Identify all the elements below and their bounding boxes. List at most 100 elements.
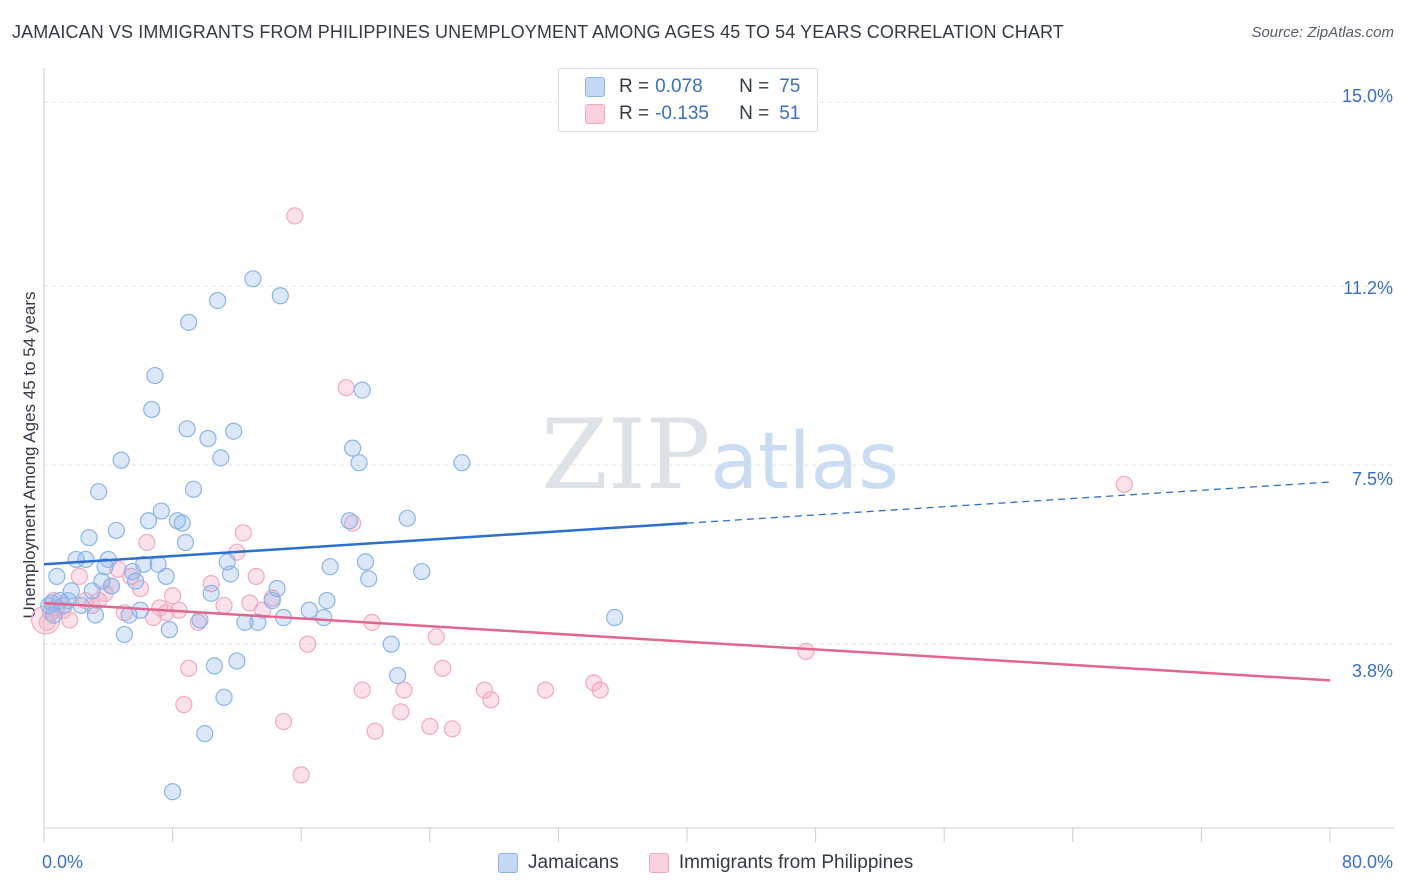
jamaicans-point <box>184 480 203 498</box>
legend-row-philippines: R = -0.135 N = 51 <box>585 103 800 125</box>
legend-swatch-pink <box>648 853 669 873</box>
y-tick-label: 3.8% <box>1351 661 1393 681</box>
jamaicans-point <box>228 652 246 670</box>
watermark: ZIPatlas <box>541 399 899 511</box>
philippines-point <box>164 587 182 605</box>
philippines-point <box>395 681 413 699</box>
jamaicans-point <box>318 591 336 610</box>
philippines-point <box>274 712 293 731</box>
jamaicans-point <box>93 572 111 590</box>
jamaicans-point <box>350 454 368 472</box>
jamaicans-point <box>389 666 407 685</box>
watermark-zip: ZIP <box>541 399 710 511</box>
trend-lines <box>43 481 1331 682</box>
legend-label: Jamaicans <box>528 852 619 873</box>
jamaicans-point <box>86 606 105 624</box>
jamaicans-point <box>90 483 108 501</box>
jamaicans-point <box>40 596 58 615</box>
jamaicans-point <box>135 555 153 573</box>
jamaicans-point <box>353 381 371 399</box>
axes <box>43 68 1394 842</box>
philippines-point <box>536 681 555 699</box>
jamaicans-point <box>453 454 471 472</box>
jamaicans-point <box>225 422 243 440</box>
philippines-point <box>234 524 252 542</box>
legend-swatch-blue <box>498 853 518 873</box>
x-tick-label-max: 80.0% <box>1341 852 1393 872</box>
jamaicans-point <box>221 565 240 583</box>
jamaicans-point <box>360 570 378 588</box>
philippines-point <box>247 567 265 585</box>
source-label: Source: ZipAtlas.com <box>1251 24 1394 41</box>
y-tick-label: 7.5% <box>1351 469 1393 489</box>
jamaicans-point <box>340 512 359 530</box>
jamaicans-point <box>115 625 133 644</box>
legend-n-value: 75 <box>779 76 801 97</box>
watermark-atlas: atlas <box>710 417 899 507</box>
legend-item-philippines[interactable]: Immigrants from Philippines <box>648 852 913 874</box>
legend-n-label: N = <box>739 103 770 124</box>
jamaicans-point <box>48 567 66 585</box>
philippines-point <box>175 696 193 714</box>
stats-legend: R = 0.078 N = 75 R = -0.135 N = 51 <box>558 68 818 132</box>
jamaicans-point <box>102 577 121 595</box>
jamaicans-point <box>205 657 223 675</box>
philippines-trend-line <box>43 601 1331 682</box>
jamaicans-point <box>398 509 416 527</box>
jamaicans-point <box>80 529 98 547</box>
philippines-point <box>421 717 439 735</box>
jamaicans-point <box>152 502 170 520</box>
philippines-point <box>61 611 79 629</box>
legend-r-label: R = <box>619 76 650 97</box>
jamaicans-point <box>606 608 624 627</box>
philippines-point <box>286 207 304 225</box>
philippines-point <box>157 604 175 622</box>
philippines-point <box>434 659 452 677</box>
x-tick-label-min: 0.0% <box>42 852 84 872</box>
jamaicans-point <box>356 553 375 571</box>
series-jamaicans-points <box>40 270 624 801</box>
y-tick-label: 11.2% <box>1343 278 1393 298</box>
legend-r-label: R = <box>619 103 650 124</box>
jamaicans-point <box>127 572 145 590</box>
legend-swatch-pink <box>585 104 605 124</box>
jamaicans-point <box>212 449 230 467</box>
jamaicans-point <box>215 688 233 706</box>
philippines-point <box>344 514 362 532</box>
legend-swatch-blue <box>585 77 605 97</box>
jamaicans-point <box>271 287 289 305</box>
philippines-point <box>443 720 461 738</box>
jamaicans-point <box>209 291 227 310</box>
jamaicans-point <box>143 400 161 419</box>
jamaicans-point <box>178 420 196 438</box>
philippines-point <box>299 635 317 653</box>
y-tick-label: 15.0% <box>1341 86 1393 106</box>
philippines-point <box>353 681 371 699</box>
jamaicans-point <box>107 521 125 540</box>
philippines-point <box>215 596 233 615</box>
philippines-point <box>180 659 198 677</box>
legend-item-jamaicans[interactable]: Jamaicans <box>498 852 619 874</box>
jamaicans-point <box>62 582 80 600</box>
jamaicans-point <box>244 270 262 288</box>
legend-n-label: N = <box>739 76 770 97</box>
series-philippines-points <box>31 207 1133 784</box>
jamaicans-point <box>199 429 217 448</box>
jamaicans-point <box>249 613 267 631</box>
jamaicans-point <box>344 439 362 457</box>
philippines-point <box>70 567 88 585</box>
philippines-point <box>241 594 259 612</box>
jamaicans-point <box>180 313 198 331</box>
jamaicans-point <box>315 608 333 627</box>
jamaicans-point <box>176 533 195 552</box>
legend-row-jamaicans: R = 0.078 N = 75 <box>585 76 800 98</box>
legend-r-value: 0.078 <box>655 76 703 97</box>
philippines-point <box>202 575 220 593</box>
philippines-point <box>1115 475 1133 494</box>
philippines-point <box>482 691 500 709</box>
philippines-point <box>337 379 355 397</box>
jamaicans-point <box>196 725 214 743</box>
chart-title: JAMAICAN VS IMMIGRANTS FROM PHILIPPINES … <box>12 22 1064 42</box>
legend-n-value: 51 <box>779 103 801 124</box>
jamaicans-point <box>160 621 178 639</box>
